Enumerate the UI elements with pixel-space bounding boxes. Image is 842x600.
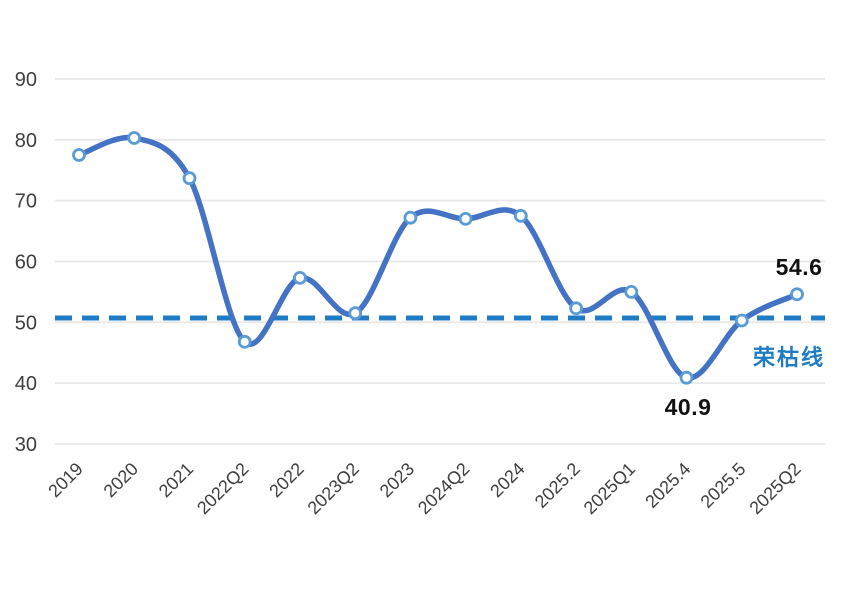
data-point-marker (458, 211, 473, 226)
data-point-marker (569, 301, 583, 316)
x-tick-label: 2025Q1 (580, 459, 639, 518)
data-point-marker (403, 210, 418, 225)
data-label-last-point: 54.6 (775, 254, 823, 280)
x-tick-label: 2023 (376, 459, 418, 501)
data-point-marker (127, 131, 142, 145)
data-point-marker (679, 370, 694, 385)
x-tick-label: 2025.4 (641, 459, 694, 512)
x-tick-label: 2019 (44, 459, 86, 501)
data-point-marker (237, 334, 252, 349)
x-tick-label: 2025Q2 (745, 459, 804, 518)
data-point-marker (292, 270, 307, 285)
y-tick-label: 30 (15, 434, 37, 456)
data-point-marker (624, 284, 639, 299)
x-tick-label: 2023Q2 (304, 459, 363, 518)
y-tick-label: 50 (15, 312, 37, 334)
data-point-marker (734, 313, 749, 328)
x-tick-label: 2025.5 (697, 459, 750, 512)
x-tick-label: 2022 (265, 459, 307, 501)
data-label-low-point: 40.9 (664, 394, 712, 420)
x-tick-label: 2020 (100, 459, 142, 501)
y-tick-label: 80 (15, 130, 37, 152)
data-point-marker (513, 208, 528, 223)
x-tick-label: 2024Q2 (414, 459, 473, 518)
data-point-marker (72, 148, 86, 162)
y-tick-label: 60 (15, 251, 37, 273)
x-tick-label: 2022Q2 (193, 459, 252, 518)
threshold-label: 荣枯线 (753, 345, 826, 370)
y-tick-label: 40 (15, 373, 37, 395)
data-point-marker (790, 287, 804, 302)
y-tick-label: 90 (15, 69, 37, 91)
data-point-marker (348, 306, 363, 321)
x-tick-label: 2024 (486, 459, 528, 501)
y-tick-label: 70 (15, 191, 37, 213)
series-line (76, 134, 800, 381)
x-tick-label: 2025.2 (531, 459, 584, 512)
data-point-marker (182, 171, 197, 186)
x-tick-label: 2021 (155, 459, 197, 501)
